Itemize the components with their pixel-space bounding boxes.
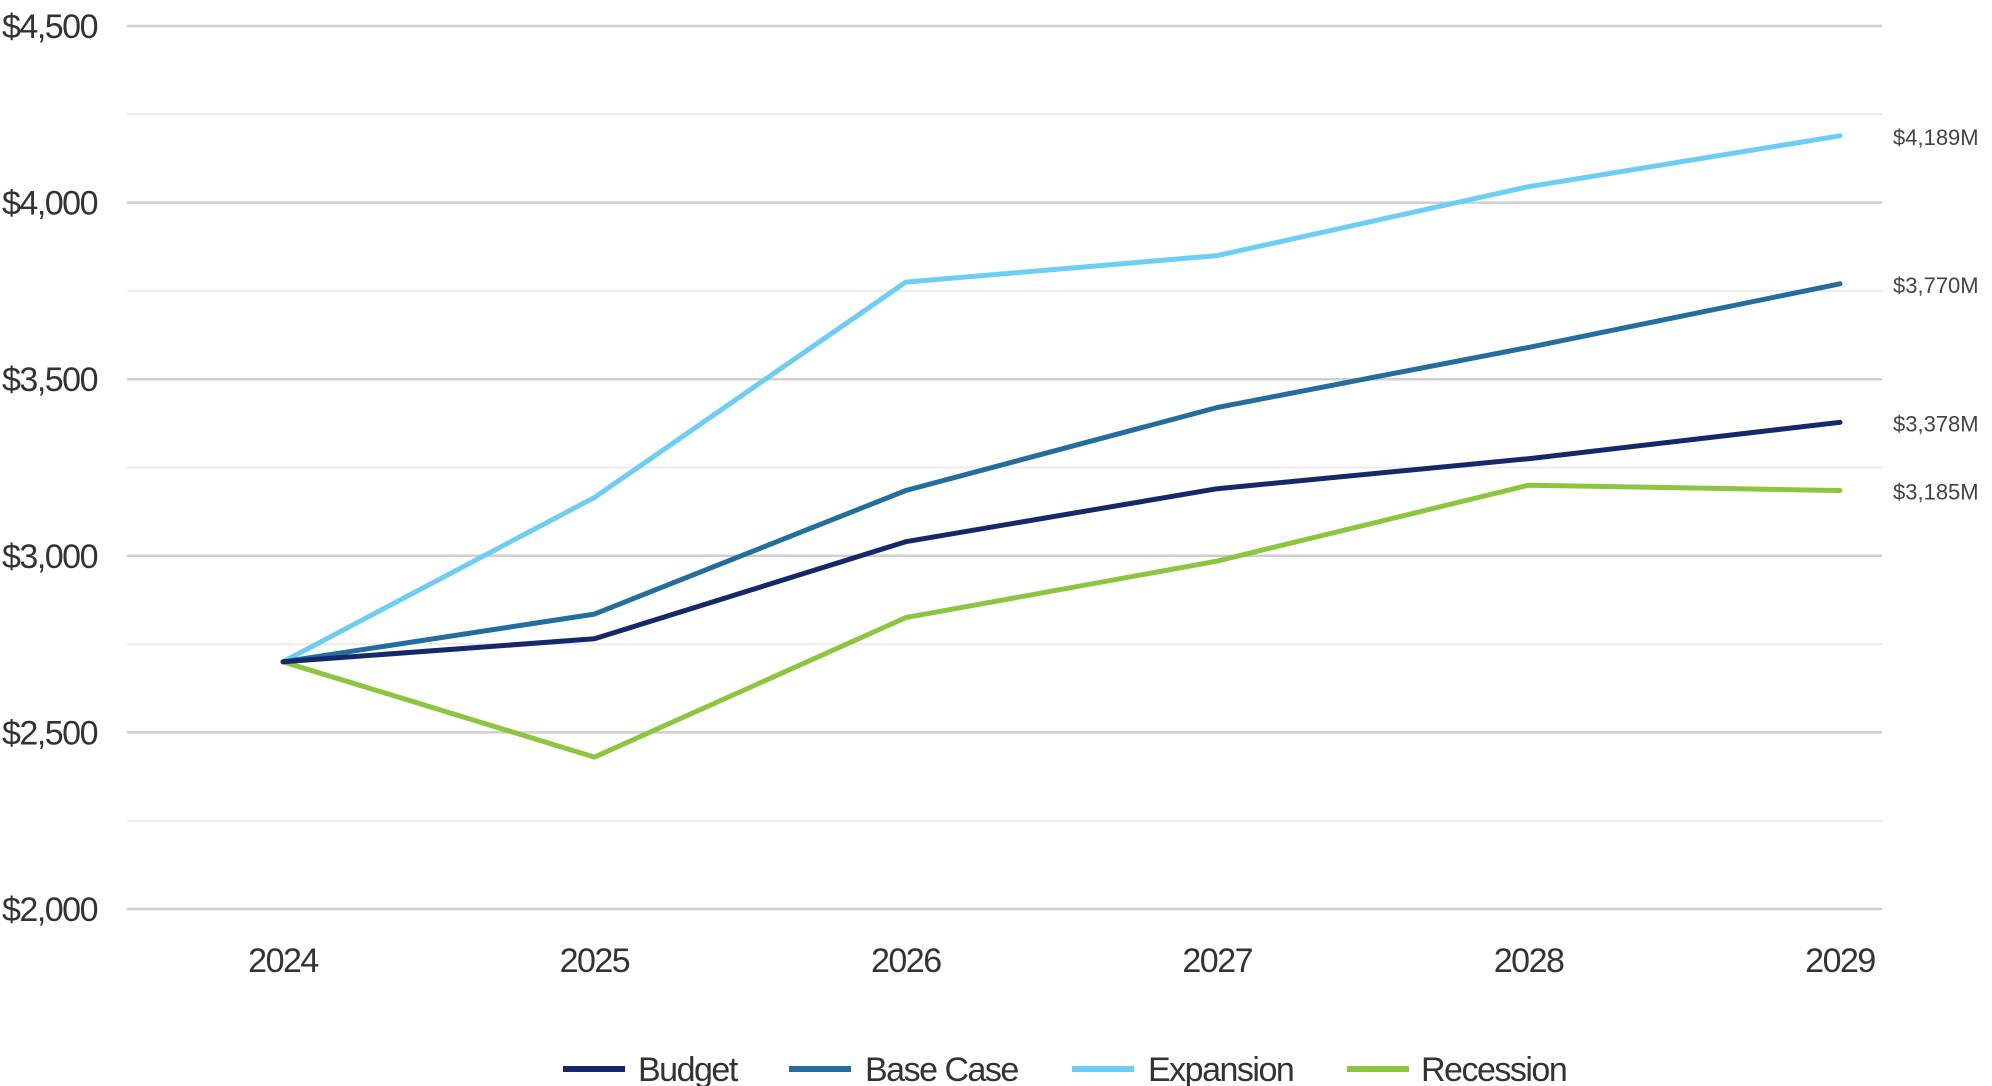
legend-item-budget: Budget	[563, 1051, 740, 1086]
series-line-budget	[280, 419, 1843, 665]
end-label-budget: $3,378M	[1893, 411, 1979, 436]
y-tick-label: $2,500	[2, 714, 98, 752]
legend-item-recession: Recession	[1347, 1051, 1568, 1086]
legend-label: Recession	[1421, 1051, 1566, 1086]
legend-item-expansion: Expansion	[1072, 1051, 1295, 1086]
end-label-expansion: $4,189M	[1893, 125, 1979, 150]
y-tick-label: $2,000	[2, 891, 98, 929]
legend-label: Expansion	[1148, 1051, 1293, 1086]
y-tick-label: $4,000	[2, 185, 98, 223]
grid-lines	[127, 24, 1882, 911]
y-tick-label: $3,500	[2, 361, 98, 399]
legend-item-base-case: Base Case	[789, 1051, 1020, 1086]
legend-label: Base Case	[865, 1051, 1018, 1086]
series-line-base-case	[280, 281, 1843, 665]
series-line-expansion	[280, 133, 1843, 665]
y-tick-label: $3,000	[2, 538, 98, 576]
x-tick-label: 2024	[248, 942, 318, 980]
series-line-recession	[280, 482, 1843, 760]
end-labels: $3,378M $3,770M $4,189M $3,185M	[1893, 125, 1979, 505]
legend-label: Budget	[638, 1051, 739, 1086]
x-tick-label: 2027	[1182, 942, 1252, 980]
x-tick-label: 2025	[560, 942, 630, 980]
y-axis: $2,000 $2,500 $3,000 $3,500 $4,000 $4,500	[2, 8, 99, 929]
legend: Budget Base Case Expansion Recession	[563, 1051, 1568, 1086]
x-tick-label: 2026	[871, 942, 941, 980]
end-label-base-case: $3,770M	[1893, 273, 1979, 298]
x-tick-label: 2029	[1805, 942, 1875, 980]
series-lines	[280, 133, 1843, 760]
x-tick-label: 2028	[1494, 942, 1564, 980]
y-tick-label: $4,500	[2, 8, 98, 46]
end-label-recession: $3,185M	[1893, 479, 1979, 504]
x-axis: 2024 2025 2026 2027 2028 2029	[248, 942, 1877, 980]
